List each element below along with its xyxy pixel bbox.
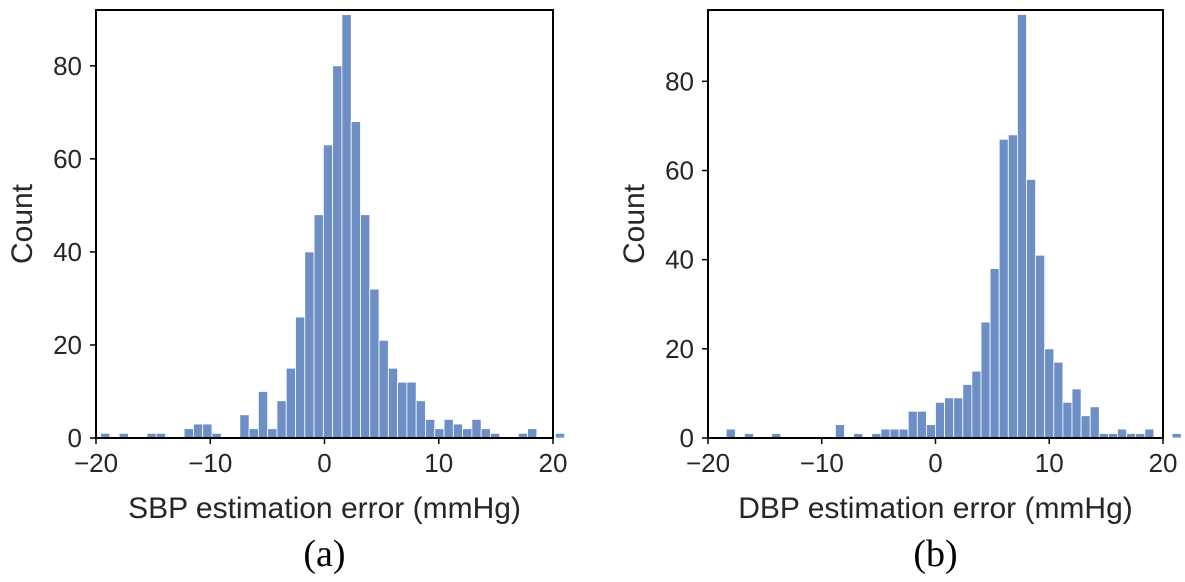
histogram-bar (880, 428, 891, 439)
histogram-bar (313, 214, 324, 439)
histogram-bar (835, 424, 845, 439)
histogram-bar (276, 400, 287, 439)
y-tick-label: 80 (53, 51, 82, 81)
histogram-bar (944, 397, 955, 439)
x-tick-label: 10 (424, 448, 453, 478)
histogram-bar (998, 138, 1009, 439)
x-tick-label: 20 (539, 448, 568, 478)
histogram-bar (989, 268, 1000, 439)
x-tick-label: 20 (1149, 448, 1178, 478)
histogram-bar (239, 414, 250, 439)
y-tick-label: 20 (665, 334, 694, 364)
x-axis-label-a: SBP estimation error (mmHg) (128, 492, 521, 525)
histogram-bar (1007, 134, 1018, 439)
histogram-bar (471, 418, 482, 439)
histogram-bar (257, 391, 269, 439)
histogram-bar (295, 316, 306, 439)
y-axis-label-a: Count (6, 183, 39, 264)
histogram-bar (285, 367, 296, 439)
x-tick-label: 10 (1035, 448, 1064, 478)
histogram-bar (1035, 254, 1046, 439)
histogram-bar (962, 384, 973, 439)
y-tick-label: 80 (665, 66, 694, 96)
histogram-bar (1171, 433, 1182, 439)
histogram-bar (1144, 428, 1155, 439)
panel-label-a: (a) (303, 533, 345, 575)
histogram-bar (202, 423, 213, 439)
histogram-bar (1062, 401, 1073, 439)
x-tick-label: −20 (74, 448, 118, 478)
y-tick-label: 60 (665, 156, 694, 186)
histogram-bar (916, 410, 927, 439)
x-tick-label: 0 (928, 448, 942, 478)
x-tick-label: −20 (686, 448, 730, 478)
histogram-bar (452, 423, 463, 439)
y-tick-label: 40 (665, 245, 694, 275)
histogram-bar (267, 428, 278, 439)
histogram-bar (1117, 428, 1127, 439)
histogram-bar (378, 339, 389, 439)
y-tick-label: 0 (680, 423, 694, 453)
y-ticks-b: 0 20 40 60 80 (665, 66, 708, 453)
histogram-bar (304, 251, 315, 439)
histogram-bar (387, 367, 399, 439)
histogram-bar (889, 428, 900, 439)
histogram-bar (953, 397, 964, 439)
histogram-bar (935, 401, 946, 439)
histogram-bar (322, 144, 334, 439)
histogram-bar (434, 428, 445, 439)
histogram-bar (1017, 14, 1027, 439)
y-ticks-a: 0 20 40 60 80 (53, 51, 96, 453)
histogram-bar (907, 410, 918, 439)
histogram-bar (725, 428, 736, 439)
histogram-bar (360, 214, 371, 439)
x-ticks-a: −20 −10 0 10 20 (74, 438, 568, 478)
chart-panel-a: −20 −10 0 10 20 0 20 40 60 80 SBP estimation err… (6, 9, 568, 575)
histogram-bar (971, 370, 982, 439)
histogram-bar (443, 418, 454, 439)
histogram-bar (462, 428, 473, 439)
histogram-bar (1071, 388, 1082, 439)
histogram-bar (406, 381, 417, 439)
x-ticks-b: −20 −10 0 10 20 (686, 438, 1178, 478)
histogram-bar (1053, 361, 1064, 439)
bars-b (725, 14, 1182, 439)
bars-a (100, 14, 566, 439)
histogram-bar (1089, 406, 1100, 439)
y-tick-label: 20 (53, 330, 82, 360)
histogram-bar (555, 432, 566, 439)
histogram-bar (1080, 415, 1091, 439)
x-axis-label-b: DBP estimation error (mmHg) (738, 492, 1133, 525)
histogram-bar (369, 288, 380, 439)
x-tick-label: −10 (188, 448, 232, 478)
histogram-bar (480, 428, 491, 439)
histogram-bar (980, 321, 991, 439)
histogram-bar (397, 381, 408, 439)
histogram-bar (1026, 179, 1036, 439)
plot-frame-b (707, 9, 1164, 439)
histogram-bar (527, 428, 538, 439)
histogram-bar (183, 428, 194, 439)
histogram-bar (425, 418, 436, 439)
histogram-bar (926, 424, 936, 439)
histogram-bar (415, 400, 426, 439)
chart-panel-b: −20 −10 0 10 20 0 20 40 60 80 DBP estimation err… (618, 9, 1182, 575)
y-axis-label-b: Count (618, 183, 651, 264)
x-tick-label: −10 (800, 448, 844, 478)
histogram-bar (350, 121, 361, 439)
histogram-bar (1044, 348, 1055, 439)
histogram-bar (248, 428, 259, 439)
histogram-bar (332, 65, 343, 439)
histogram-bar (192, 423, 204, 439)
histogram-bar (341, 14, 352, 439)
y-tick-label: 60 (53, 144, 82, 174)
histogram-bar (898, 428, 909, 439)
x-tick-label: 0 (317, 448, 331, 478)
panel-label-b: (b) (913, 533, 957, 575)
y-tick-label: 0 (68, 423, 82, 453)
y-tick-label: 40 (53, 237, 82, 267)
